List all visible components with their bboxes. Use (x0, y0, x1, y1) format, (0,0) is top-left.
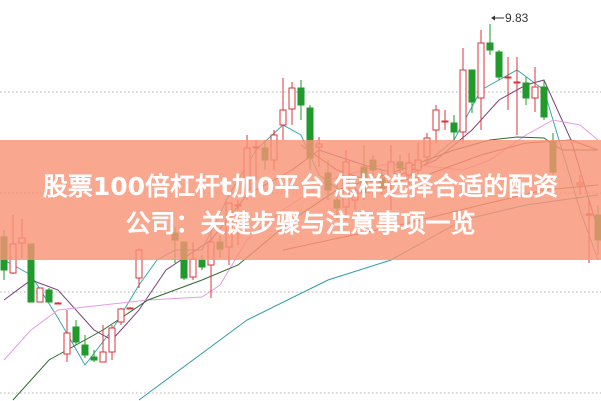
candle-body (63, 332, 71, 355)
candle-body (279, 109, 287, 126)
candle-body (36, 287, 44, 303)
candle-body (504, 76, 512, 79)
high-marker-arrow-icon (491, 15, 495, 21)
candle-body (90, 356, 98, 361)
candle-body (468, 69, 476, 103)
candle-body (495, 51, 503, 78)
candle-body (486, 42, 494, 51)
candle-body (108, 327, 116, 353)
high-price-label: 9.83 (505, 11, 529, 25)
headline-banner (0, 140, 601, 260)
candle-body (81, 344, 89, 356)
candle-body (72, 326, 80, 343)
candle-body (441, 120, 449, 123)
candle-body (288, 87, 296, 110)
candle-body (99, 351, 107, 363)
candle-body (45, 289, 53, 303)
candle-body (198, 259, 206, 268)
candle-body (126, 307, 134, 310)
headline-line-2: 公司：关键步骤与注意事项一览 (125, 209, 476, 238)
candle-body (540, 86, 548, 118)
candle-body (531, 86, 539, 99)
headline-line-1: 股票100倍杠杆t加0平台 怎样选择合适的配资 (42, 172, 559, 201)
candle-body (477, 42, 485, 99)
candle-body (432, 109, 440, 131)
candle-body (522, 82, 530, 99)
candle-body (189, 258, 197, 278)
candle-body (297, 87, 305, 106)
candle-body (513, 81, 521, 84)
candle-body (54, 302, 62, 305)
candle-body (117, 308, 125, 323)
candle-body (459, 69, 467, 133)
candle-body (450, 122, 458, 133)
